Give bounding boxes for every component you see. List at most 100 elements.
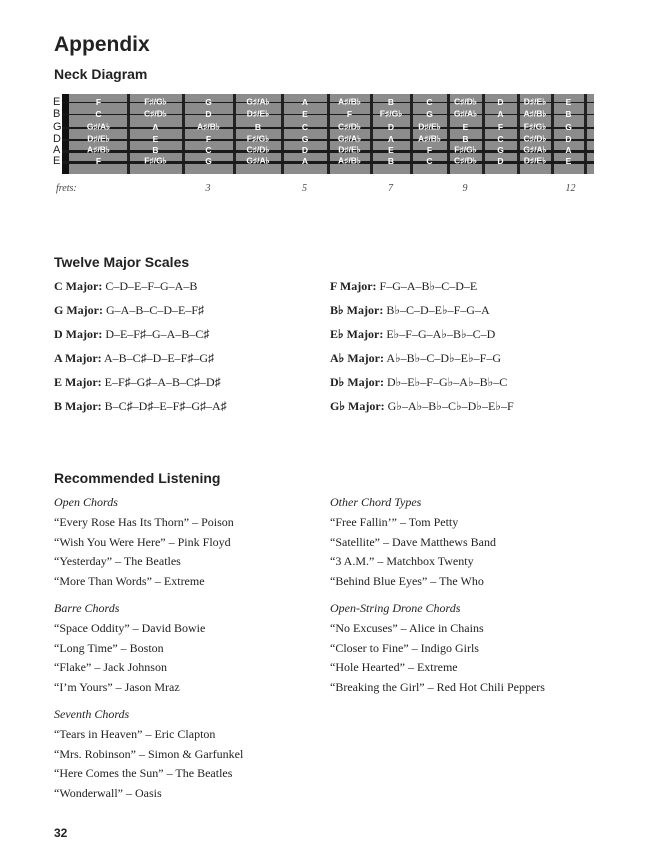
guitar-string <box>62 114 594 116</box>
listening-category: Barre Chords <box>54 601 120 615</box>
string-label: E <box>53 155 61 167</box>
fret-note: D♯/E♭ <box>523 155 547 166</box>
guitar-string <box>62 150 594 153</box>
fret-note: D♯/E♭ <box>246 108 270 119</box>
scale-notes: C–D–E–F–G–A–B <box>105 279 198 293</box>
fret-note: B <box>387 156 395 166</box>
fret-wire <box>482 94 485 174</box>
neck-diagram: F F♯/G♭ G G♯/A♭ A A♯/B♭ B C C♯/D♭ D D♯/E♭ E C C♯/D♭ D D… <box>62 92 594 176</box>
fret-note: F <box>426 145 433 155</box>
page-title: Appendix <box>54 33 150 56</box>
fret-note: E <box>565 97 572 107</box>
scale-name: B♭ Major: <box>330 303 384 317</box>
fret-note: G♯/A♭ <box>246 96 270 107</box>
string-label: D <box>53 133 61 145</box>
fret-note: B <box>254 122 262 132</box>
guitar-string <box>62 161 594 164</box>
fret-wire <box>584 94 587 174</box>
fret-note: C <box>301 122 309 132</box>
scale-name: E Major: <box>54 375 102 389</box>
fret-note: D♯/E♭ <box>87 133 110 144</box>
fret-note: E <box>462 122 469 132</box>
fret-note: C♯/D♭ <box>246 144 270 155</box>
fret-note: A <box>301 156 309 166</box>
fret-note: G <box>565 122 572 132</box>
fret-note: D♯/E♭ <box>338 144 361 155</box>
song-item: “Free Fallin’” – Tom Petty <box>330 515 459 529</box>
scale-name: A♭ Major: <box>330 351 384 365</box>
fret-note: B <box>387 97 395 107</box>
fret-marker: 5 <box>302 183 307 194</box>
string-label: B <box>53 108 61 120</box>
song-item: “Here Comes the Sun” – The Beatles <box>54 766 233 780</box>
scale-row: C Major: C–D–E–F–G–A–B <box>54 279 197 294</box>
scale-name: D Major: <box>54 327 103 341</box>
fret-note: D <box>497 97 504 107</box>
scale-notes: B–C♯–D♯–E–F♯–G♯–A♯ <box>104 399 227 413</box>
scale-row: G Major: G–A–B–C–D–E–F♯ <box>54 303 204 318</box>
fret-note: F <box>95 97 102 107</box>
scale-notes: G–A–B–C–D–E–F♯ <box>105 303 204 317</box>
scale-notes: F–G–A–B♭–C–D–E <box>379 279 478 293</box>
scale-notes: B♭–C–D–E♭–F–G–A <box>386 303 490 317</box>
scale-name: B Major: <box>54 399 102 413</box>
scale-name: D♭ Major: <box>330 375 384 389</box>
scale-row: G♭ Major: G♭–A♭–B♭–C♭–D♭–E♭–F <box>330 399 514 414</box>
song-item: “Long Time” – Boston <box>54 640 164 655</box>
fret-note: C♯/D♭ <box>144 108 167 119</box>
listening-heading: Recommended Listening <box>54 470 221 486</box>
guitar-string <box>62 127 594 129</box>
fret-note: G♯/A♭ <box>337 133 362 144</box>
fret-marker: 7 <box>388 183 393 194</box>
fret-note: C♯/D♭ <box>523 133 547 144</box>
fret-note: G <box>426 109 433 119</box>
fret-note: G♯/A♭ <box>86 121 111 132</box>
fret-note: E <box>388 145 394 155</box>
listening-category: Open Chords <box>54 495 118 509</box>
song-item: “Behind Blue Eyes” – The Who <box>330 573 484 588</box>
fret-note: E <box>565 156 572 166</box>
scale-row: A♭ Major: A♭–B♭–C–D♭–E♭–F–G <box>330 351 501 366</box>
fret-note: G♯/A♭ <box>523 144 547 155</box>
song-item: “Tears in Heaven” – Eric Clapton <box>54 727 216 741</box>
fret-note: F♯/G♭ <box>454 144 477 155</box>
fret-note: F♯/G♭ <box>144 96 167 107</box>
fret-note: D <box>565 134 572 144</box>
fret-note: A♯/B♭ <box>197 121 220 132</box>
fret-note: F♯/G♭ <box>246 133 270 144</box>
fret-note: C♯/D♭ <box>454 155 477 166</box>
fret-note: A♯/B♭ <box>523 108 547 119</box>
scale-notes: E–F♯–G♯–A–B–C♯–D♯ <box>104 375 221 389</box>
scale-name: A Major: <box>54 351 102 365</box>
scale-row: E♭ Major: E♭–F–G–A♭–B♭–C–D <box>330 327 495 342</box>
scale-notes: A–B–C♯–D–E–F♯–G♯ <box>104 351 215 365</box>
song-item: “Satellite” – Dave Matthews Band <box>330 534 496 549</box>
scale-notes: D♭–E♭–F–G♭–A♭–B♭–C <box>386 375 508 389</box>
fret-note: A♯/B♭ <box>87 144 110 155</box>
song-item: “Space Oddity” – David Bowie <box>54 621 206 635</box>
fret-wire <box>410 94 413 174</box>
fret-note: E <box>302 109 308 119</box>
scale-notes: D–E–F♯–G–A–B–C♯ <box>105 327 210 341</box>
guitar-string <box>62 102 594 103</box>
song-item: “Wonderwall” – Oasis <box>54 785 162 800</box>
fret-note: A <box>387 134 395 144</box>
fret-note: G♯/A♭ <box>453 108 478 119</box>
fret-note: G♯/A♭ <box>246 155 270 166</box>
fret-note: F <box>346 109 353 119</box>
fret-note: B <box>152 145 159 155</box>
fret-note: G <box>205 156 212 166</box>
neck-diagram-heading: Neck Diagram <box>54 66 148 82</box>
fret-note: D <box>205 109 212 119</box>
scale-notes: E♭–F–G–A♭–B♭–C–D <box>386 327 496 341</box>
fret-note: F <box>205 134 212 144</box>
scale-row: D Major: D–E–F♯–G–A–B–C♯ <box>54 327 209 342</box>
fret-note: A <box>301 97 309 107</box>
song-item: “Wish You Were Here” – Pink Floyd <box>54 534 231 549</box>
scales-heading: Twelve Major Scales <box>54 254 190 270</box>
fret-marker: 9 <box>462 183 468 194</box>
nut <box>62 94 69 174</box>
song-item: “Flake” – Jack Johnson <box>54 660 167 674</box>
fret-wire <box>233 94 236 174</box>
